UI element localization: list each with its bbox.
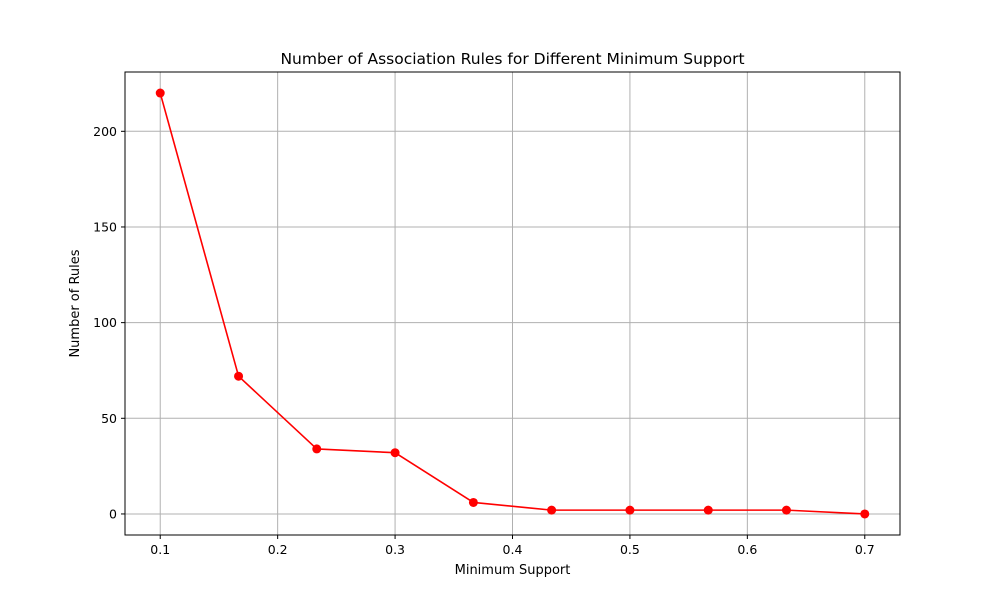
x-tick-label: 0.3 bbox=[385, 542, 405, 557]
data-point bbox=[234, 371, 244, 381]
data-point bbox=[312, 444, 322, 454]
series-line-group bbox=[159, 92, 865, 515]
data-points bbox=[155, 88, 870, 519]
x-tick-label: 0.5 bbox=[620, 542, 640, 557]
data-point bbox=[625, 505, 635, 515]
data-point bbox=[703, 505, 713, 515]
data-point bbox=[468, 497, 478, 507]
x-tick-label: 0.1 bbox=[150, 542, 170, 557]
y-tick-label: 150 bbox=[93, 219, 117, 234]
data-point bbox=[390, 448, 400, 458]
data-point bbox=[781, 505, 791, 515]
chart-title: Number of Association Rules for Differen… bbox=[280, 50, 744, 68]
y-tick-label: 200 bbox=[93, 124, 117, 139]
data-point bbox=[155, 88, 165, 98]
data-point bbox=[547, 505, 557, 515]
data-point bbox=[860, 509, 870, 519]
axis-ticks: 0.1 0.2 0.3 0.4 0.5 0.6 0.7 0 50 100 150 200 bbox=[93, 124, 875, 557]
x-tick-label: 0.7 bbox=[855, 542, 875, 557]
x-tick-label: 0.2 bbox=[268, 542, 288, 557]
y-tick-label: 0 bbox=[109, 506, 117, 521]
y-axis-label: Number of Rules bbox=[68, 249, 83, 357]
series-line bbox=[159, 92, 865, 515]
grid bbox=[125, 72, 900, 535]
x-tick-label: 0.4 bbox=[503, 542, 523, 557]
y-tick-label: 50 bbox=[101, 411, 117, 426]
y-tick-label: 100 bbox=[93, 315, 117, 330]
x-tick-label: 0.6 bbox=[737, 542, 757, 557]
x-axis-label: Minimum Support bbox=[455, 563, 571, 578]
